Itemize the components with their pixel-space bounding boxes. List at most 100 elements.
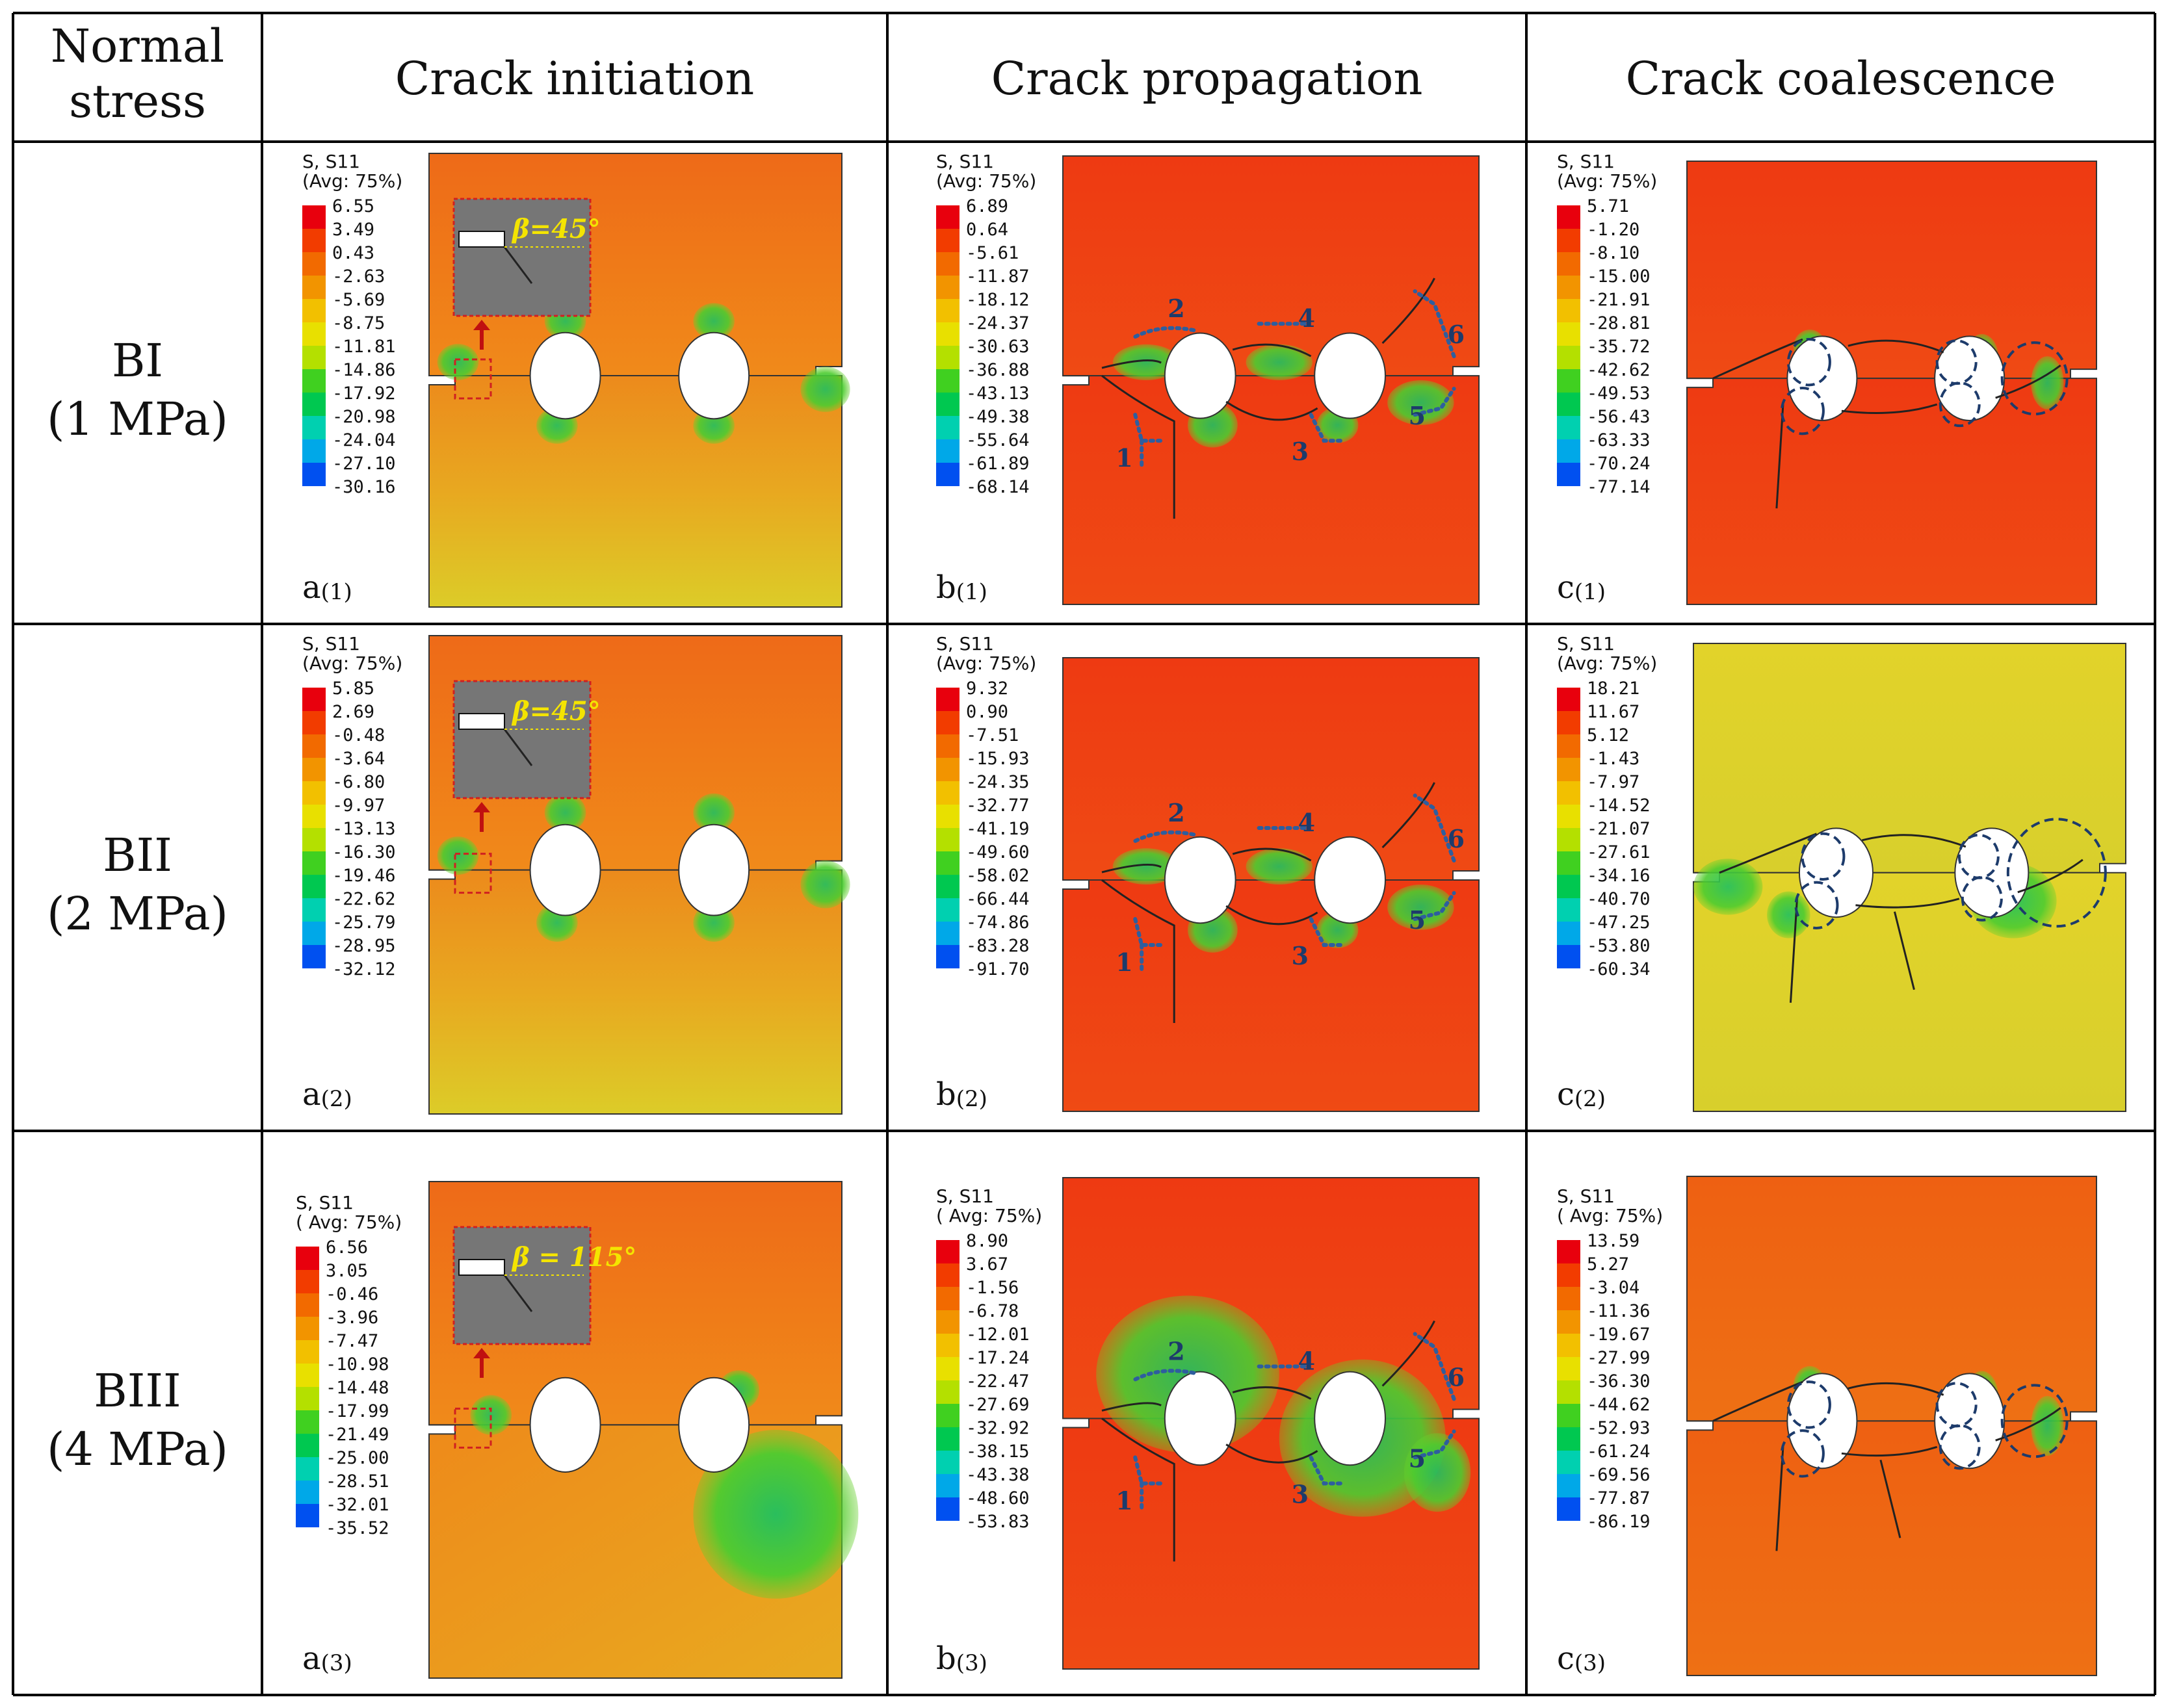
legend-color-band	[296, 1247, 319, 1270]
legend-color-band	[936, 1334, 960, 1357]
legend-value: -19.67	[1587, 1325, 1651, 1345]
legend-value: 11.67	[1587, 702, 1639, 722]
panel-index: (1)	[321, 579, 352, 605]
legend-value: -60.34	[1587, 959, 1651, 979]
legend-value: 3.67	[966, 1254, 1008, 1275]
legend-color-band	[302, 439, 326, 463]
table-rows: BI(1 MPa)S, S11(Avg: 75%)6.553.490.43-2.…	[47, 151, 2126, 1679]
crack-number: 1	[1116, 948, 1132, 977]
legend-value: -27.99	[1587, 1348, 1651, 1368]
crack-number: 3	[1292, 437, 1309, 466]
legend-color-band	[1557, 711, 1580, 734]
specimen-lower-block	[1062, 879, 1480, 1112]
crack-number: 6	[1448, 320, 1465, 349]
panel-letter: a	[302, 569, 321, 606]
legend-value: -17.92	[332, 383, 396, 404]
legend-value: -35.72	[1587, 337, 1651, 357]
legend-value: -2.63	[332, 266, 385, 287]
inset-angle-label: β=45°	[511, 696, 601, 727]
crack-number: 6	[1448, 1362, 1465, 1391]
legend-subtitle: (Avg: 75%)	[302, 170, 402, 192]
legend-value: 6.55	[332, 196, 374, 216]
legend-color-band	[936, 1474, 960, 1497]
legend-title: S, S11	[302, 633, 360, 654]
crack-number: 5	[1409, 1443, 1426, 1473]
crack-line	[1789, 898, 1798, 1003]
legend-prop: S, S11( Avg: 75%) 8.90 3.67 -1.56 -6.78 -12.0…	[936, 1185, 1042, 1532]
coalescence-circle	[2000, 341, 2069, 416]
crack-line	[1879, 1459, 1901, 1538]
legend-color-band	[936, 229, 960, 252]
legend-color-band	[936, 828, 960, 851]
legend-title: S, S11	[936, 1185, 994, 1207]
legend-value: -83.28	[966, 936, 1030, 956]
crack-number: 5	[1409, 401, 1426, 430]
row-label: BIII	[94, 1364, 181, 1417]
specimen-upper-block	[1062, 155, 1480, 377]
specimen-lower-block	[428, 869, 842, 1115]
legend-color-band	[936, 299, 960, 322]
crack-number: 2	[1168, 294, 1184, 323]
crack-line	[1232, 848, 1312, 862]
stress-concentration	[800, 367, 850, 412]
legend-value: -5.61	[966, 243, 1019, 263]
cell-crack-propagation: S, S11(Avg: 75%) 6.89 0.64 -5.61 -11.87 -18.1…	[936, 151, 1480, 606]
zoom-arrow	[473, 1348, 490, 1378]
specimen-upper-block	[1062, 657, 1480, 881]
panel-index: (2)	[321, 1086, 352, 1112]
legend-color-band	[936, 1310, 960, 1334]
crack-direction-arrow	[1413, 794, 1456, 863]
panel-index: (2)	[1574, 1086, 1606, 1112]
legend-color-band	[1557, 1497, 1580, 1521]
header-crack-initiation: Crack initiation	[395, 52, 754, 105]
inset-notch	[458, 713, 505, 730]
legend-color-band	[1557, 416, 1580, 439]
legend-subtitle: (Avg: 75%)	[936, 170, 1036, 192]
legend-value: -5.69	[332, 290, 385, 310]
legend-value: -27.10	[332, 454, 396, 474]
crack-number: 2	[1168, 798, 1184, 827]
legend-value: 2.69	[332, 702, 374, 722]
legend-value: -77.87	[1587, 1488, 1651, 1508]
legend-color-band	[1557, 393, 1580, 416]
legend-color-band	[936, 1451, 960, 1474]
legend-value: -69.56	[1587, 1465, 1651, 1485]
legend-color-band	[1557, 1287, 1580, 1310]
panel-index: (3)	[321, 1650, 352, 1676]
legend-value: -32.01	[326, 1495, 389, 1515]
crack-line	[1841, 403, 1938, 414]
legend-color-band	[1557, 875, 1580, 898]
legend-value: 5.27	[1587, 1254, 1629, 1275]
legend-color-band	[302, 463, 326, 486]
table-grid	[12, 12, 2156, 1696]
row-label: BI	[112, 334, 163, 387]
legend-value: -11.87	[966, 266, 1030, 287]
panel-label-init: a(3)	[302, 1640, 352, 1677]
legend-value: -63.33	[1587, 430, 1651, 450]
hole-right	[1314, 836, 1387, 924]
coalescence-circle	[1786, 1380, 1831, 1429]
crack-direction-arrow	[1133, 830, 1196, 844]
legend-value: -17.99	[326, 1401, 389, 1421]
stress-concentration	[1246, 344, 1313, 381]
legend-color-band	[936, 439, 960, 463]
legend-color-band	[1557, 1404, 1580, 1427]
legend-value: -52.93	[1587, 1418, 1651, 1438]
legend-value: -61.24	[1587, 1442, 1651, 1462]
legend-color-band	[296, 1434, 319, 1457]
specimen-lower-block	[1686, 378, 2097, 605]
crack-number: 5	[1409, 905, 1426, 935]
panel-letter: b	[936, 1640, 956, 1677]
stress-concentration	[693, 303, 735, 340]
hole-left	[529, 823, 601, 916]
legend-init: S, S11(Avg: 75%) 5.85 2.69 -0.48 -3.64 -6.80 -…	[302, 633, 402, 979]
legend-value: 3.49	[332, 220, 374, 240]
legend-value: -77.14	[1587, 477, 1651, 497]
legend-color-band	[302, 922, 326, 945]
legend-value: -3.04	[1587, 1278, 1639, 1298]
legend-color-band	[302, 711, 326, 734]
legend-value: -28.51	[326, 1471, 389, 1492]
legend-color-band	[1557, 299, 1580, 322]
legend-value: 0.43	[332, 243, 374, 263]
legend-value: -11.36	[1587, 1301, 1651, 1321]
